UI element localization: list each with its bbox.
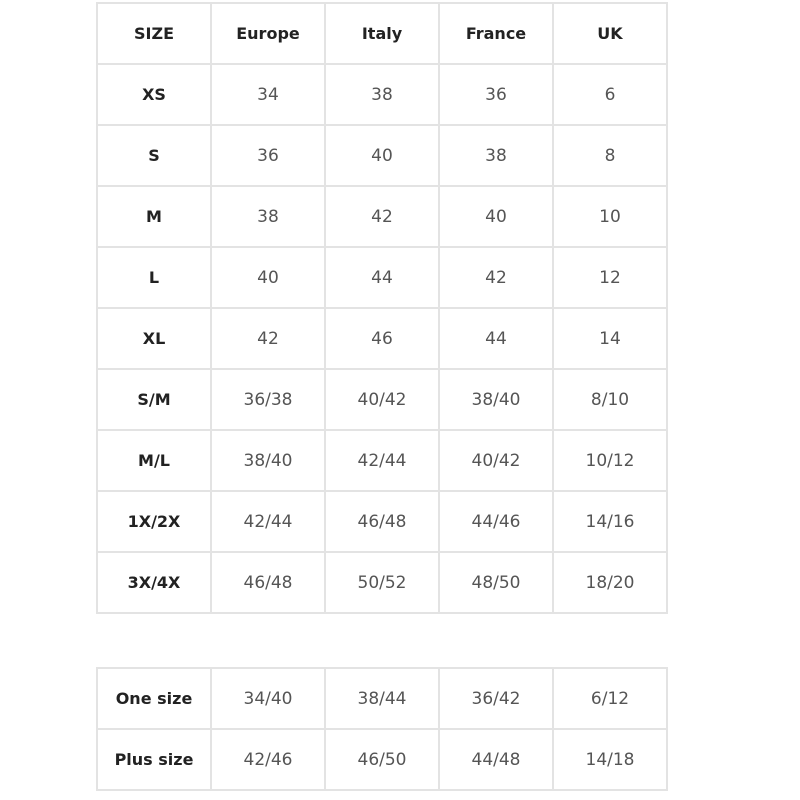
table-row: S/M 36/38 40/42 38/40 8/10 [96,368,668,431]
size-value-cell: 14/18 [552,728,668,791]
size-value-cell: 40/42 [438,429,554,492]
size-value-cell: 36/38 [210,368,326,431]
table-row: One size 34/40 38/44 36/42 6/12 [96,667,668,730]
size-value-cell: 42/46 [210,728,326,791]
size-value-cell: 36 [210,124,326,187]
size-value-cell: 48/50 [438,551,554,614]
size-value-cell: 10 [552,185,668,248]
size-value-cell: 46/48 [324,490,440,553]
size-value-cell: 40 [210,246,326,309]
size-value-cell: 38/40 [438,368,554,431]
size-label-cell: 3X/4X [96,551,212,614]
table-row: M 38 42 40 10 [96,185,668,248]
size-chart-table: SIZE Europe Italy France UK XS 34 38 36 6 S 36 40 38 8… [96,2,668,614]
size-value-cell: 34/40 [210,667,326,730]
table-row: XL 42 46 44 14 [96,307,668,370]
size-value-cell: 46/50 [324,728,440,791]
size-label-cell: Plus size [96,728,212,791]
size-label-cell: XS [96,63,212,126]
size-value-cell: 42 [324,185,440,248]
size-value-cell: 8 [552,124,668,187]
size-value-cell: 44 [438,307,554,370]
size-label-cell: XL [96,307,212,370]
size-value-cell: 50/52 [324,551,440,614]
table-row: XS 34 38 36 6 [96,63,668,126]
table-row: Plus size 42/46 46/50 44/48 14/18 [96,728,668,791]
size-value-cell: France [438,2,554,65]
size-value-cell: 14/16 [552,490,668,553]
size-value-cell: 14 [552,307,668,370]
table-row: S 36 40 38 8 [96,124,668,187]
size-value-cell: 38 [210,185,326,248]
size-value-cell: 12 [552,246,668,309]
size-label-cell: SIZE [96,2,212,65]
size-value-cell: 40 [438,185,554,248]
size-value-cell: UK [552,2,668,65]
size-label-cell: M/L [96,429,212,492]
size-value-cell: 38/44 [324,667,440,730]
size-value-cell: Europe [210,2,326,65]
size-value-cell: 38/40 [210,429,326,492]
size-value-cell: 42 [438,246,554,309]
size-label-cell: M [96,185,212,248]
size-value-cell: 10/12 [552,429,668,492]
size-label-cell: S [96,124,212,187]
size-value-cell: 38 [438,124,554,187]
size-value-cell: 38 [324,63,440,126]
header-row: SIZE Europe Italy France UK [96,2,668,65]
size-value-cell: 40/42 [324,368,440,431]
table-row: L 40 44 42 12 [96,246,668,309]
size-value-cell: 6 [552,63,668,126]
table-row: 1X/2X 42/44 46/48 44/46 14/16 [96,490,668,553]
size-value-cell: 44 [324,246,440,309]
size-label-cell: L [96,246,212,309]
size-value-cell: 44/46 [438,490,554,553]
size-value-cell: 36/42 [438,667,554,730]
size-value-cell: Italy [324,2,440,65]
special-size-table: One size 34/40 38/44 36/42 6/12 Plus size 42/4… [96,667,668,791]
size-label-cell: S/M [96,368,212,431]
size-value-cell: 42/44 [210,490,326,553]
size-value-cell: 46/48 [210,551,326,614]
size-value-cell: 6/12 [552,667,668,730]
size-value-cell: 42 [210,307,326,370]
size-value-cell: 44/48 [438,728,554,791]
table-row: M/L 38/40 42/44 40/42 10/12 [96,429,668,492]
size-value-cell: 40 [324,124,440,187]
size-label-cell: 1X/2X [96,490,212,553]
size-value-cell: 42/44 [324,429,440,492]
size-value-cell: 36 [438,63,554,126]
size-value-cell: 8/10 [552,368,668,431]
size-label-cell: One size [96,667,212,730]
table-row: 3X/4X 46/48 50/52 48/50 18/20 [96,551,668,614]
size-value-cell: 18/20 [552,551,668,614]
size-value-cell: 46 [324,307,440,370]
size-value-cell: 34 [210,63,326,126]
